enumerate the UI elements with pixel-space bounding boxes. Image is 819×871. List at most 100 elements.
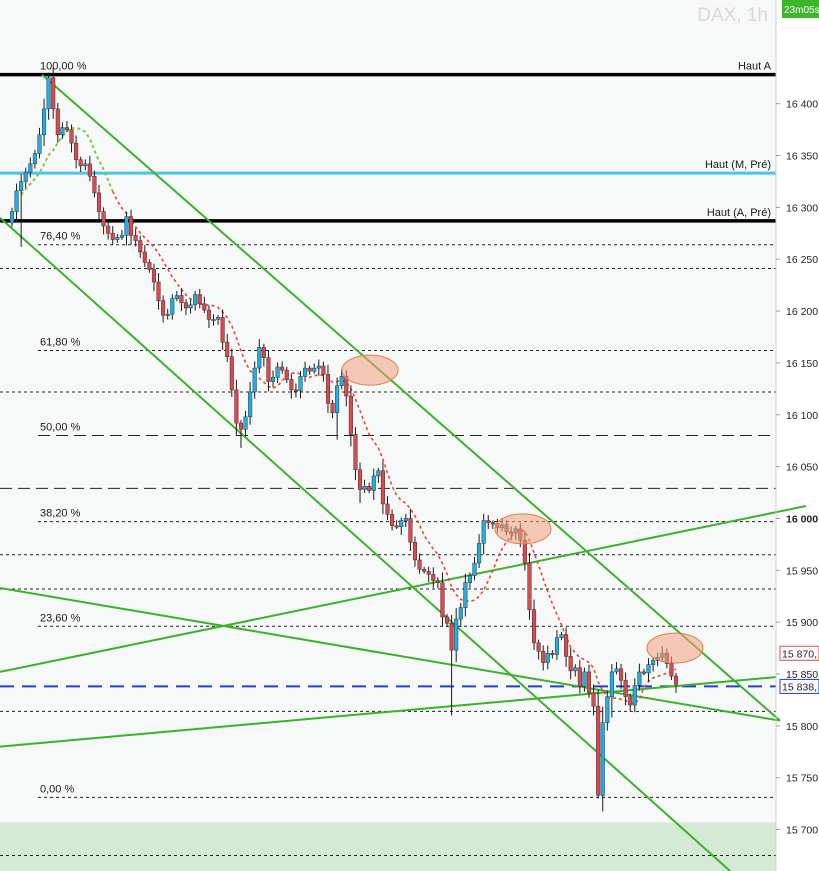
highlight-ellipses-layer [341, 354, 704, 664]
candle-body [64, 127, 69, 130]
candle-body [220, 317, 225, 343]
candle-body [367, 486, 372, 491]
candle-body [179, 295, 184, 304]
timer-badge-bg [782, 0, 819, 18]
candle-body [559, 634, 564, 638]
candle-body [348, 395, 353, 435]
axis-tick-label: 16 150 [786, 358, 818, 370]
candle-body [619, 668, 624, 681]
candle-body [248, 391, 253, 418]
candle-body [188, 304, 193, 309]
candle-body [266, 357, 271, 382]
key-level-label: Haut (A, Pré) [707, 207, 771, 219]
candle-body [435, 580, 440, 583]
candle-body [390, 514, 395, 526]
trend-line [0, 217, 731, 871]
candle-body [293, 389, 298, 392]
candle-body [600, 722, 605, 796]
candle-body [110, 233, 115, 240]
candle-body [467, 575, 472, 583]
candle-body [183, 302, 189, 309]
candle-body [623, 679, 628, 698]
candle-body [206, 309, 211, 320]
candle-body [303, 367, 308, 377]
candle-body [669, 663, 674, 677]
candle-body [280, 366, 285, 371]
candle-body [605, 696, 610, 723]
candle-body [586, 671, 592, 693]
candle-body [193, 294, 198, 306]
candle-body [609, 671, 614, 698]
candle-body [289, 379, 294, 391]
highlight-ellipse [494, 513, 552, 545]
candle-body [568, 656, 573, 672]
candle-body [298, 376, 303, 392]
candle-body [472, 562, 477, 576]
candle-body [412, 542, 418, 561]
candle-body [614, 668, 619, 673]
candle-body [371, 475, 376, 491]
axis-tick-label: 16 300 [786, 202, 818, 214]
candle-body [628, 696, 633, 706]
candle-body [357, 469, 363, 490]
candle-body [234, 389, 239, 424]
candle-body [477, 543, 482, 564]
candle-body [115, 237, 120, 240]
candle-body [284, 369, 289, 380]
candle-body [577, 667, 582, 687]
candle-body [129, 216, 134, 236]
candle-body [165, 313, 170, 316]
axis-tick-label: 16 000 [786, 513, 818, 525]
candle-body [641, 671, 646, 674]
fib-level-label: 50,00 % [40, 422, 81, 434]
fib-level-label: 23,60 % [40, 612, 81, 624]
candle-body [142, 251, 147, 263]
candle-body [211, 319, 216, 322]
fib-level-label: 0,00 % [40, 783, 74, 795]
trend-line [0, 676, 777, 748]
candle-body [399, 520, 404, 527]
fib-level-label: 61,80 % [40, 336, 81, 348]
candle-body [554, 637, 559, 655]
candle-body [9, 211, 15, 224]
candle-body [312, 367, 317, 372]
candle-body [257, 347, 262, 369]
candle-body [403, 518, 408, 521]
candle-body [307, 367, 312, 372]
key-level-label: Haut (M, Pré) [705, 159, 771, 171]
candle-body [596, 705, 601, 796]
candle-body [325, 374, 331, 404]
axis-tick-label: 15 700 [786, 825, 818, 837]
fib-labels-layer: 100,00 % 76,40 % 61,80 % 50,00 % 38,20 % 23,6… [40, 61, 87, 796]
candle-body [458, 607, 463, 620]
candle-body [174, 295, 179, 299]
highlight-ellipse [646, 632, 704, 664]
candle-body [646, 664, 651, 674]
candle-body [362, 486, 367, 490]
axis-tick-label: 16 350 [786, 151, 818, 163]
candle-body [270, 377, 276, 382]
candle-body [133, 235, 138, 241]
axis-tick-label: 15 850 [786, 669, 818, 681]
candle-body [582, 671, 587, 687]
axis-tick-label: 15 750 [786, 773, 818, 785]
price-axis: 16 400 16 350 16 300 16 250 16 200 16 150 16 1… [775, 0, 819, 871]
grid-layer [0, 244, 776, 856]
candle-body [37, 134, 42, 154]
candle-body [564, 634, 569, 657]
candle-body [19, 181, 24, 192]
candle-body [486, 520, 491, 523]
axis-tick-label: 16 050 [786, 462, 818, 474]
axis-tick-label: 15 800 [786, 721, 818, 733]
candle-body [147, 262, 152, 270]
key-level-label: Haut A [738, 61, 772, 73]
candle-body [275, 366, 280, 378]
candle-body [32, 153, 37, 165]
candle-body [156, 281, 161, 301]
candle-body [229, 356, 234, 391]
candle-body [83, 163, 88, 167]
candle-body [394, 525, 399, 528]
support-band [0, 822, 776, 871]
fib-level-label: 100,00 % [40, 61, 87, 73]
